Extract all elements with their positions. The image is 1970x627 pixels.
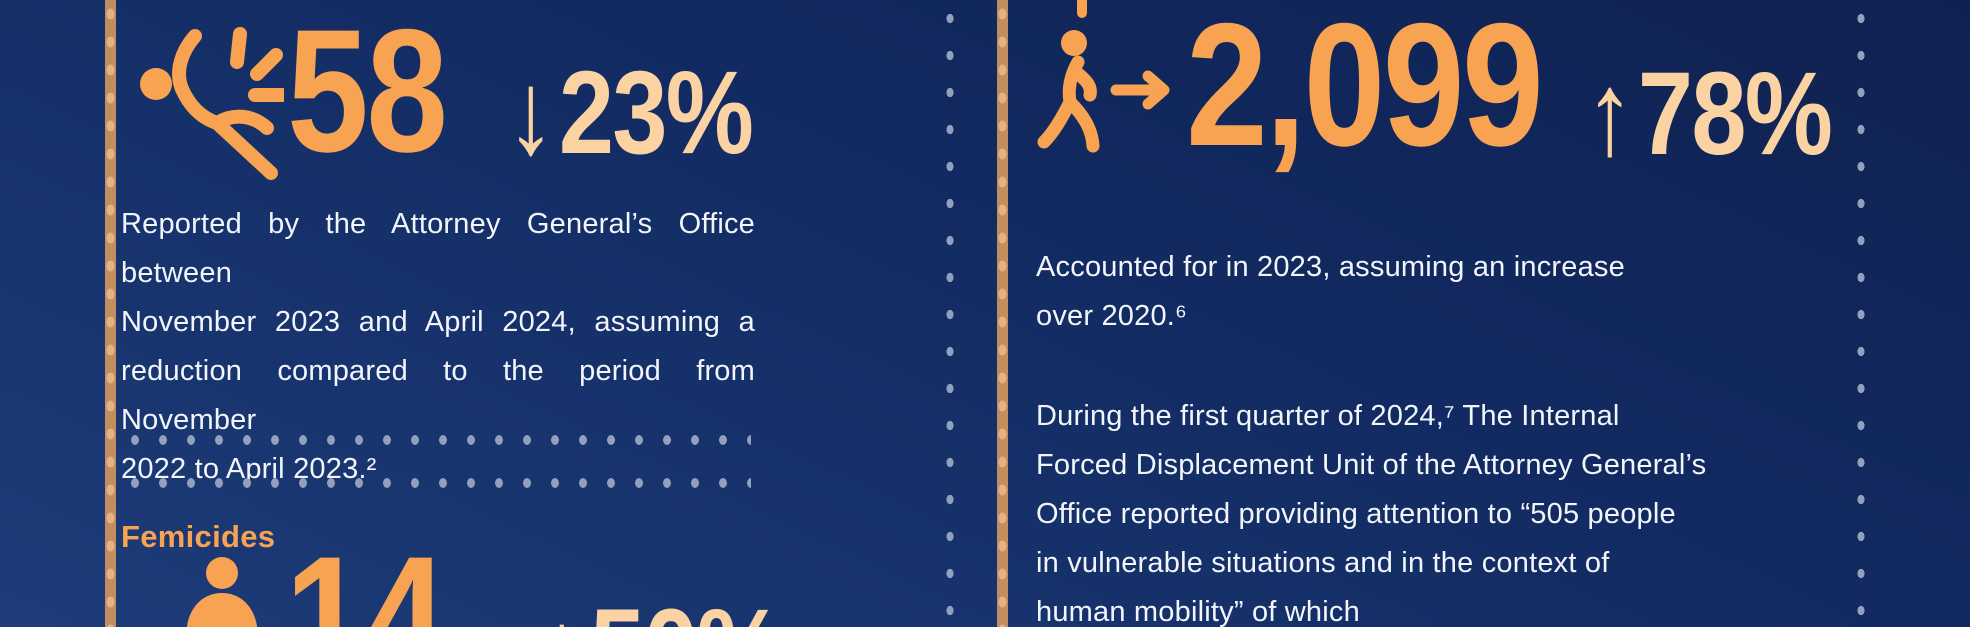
paragraph-line: Reported by the Attorney General’s Offic…	[121, 208, 755, 289]
paragraph-line: in vulnerable situations and in the cont…	[1036, 547, 1610, 579]
paragraph-line: Forced Displacement Unit of the Attorney…	[1036, 449, 1707, 481]
female-person-icon	[186, 557, 258, 627]
horizontal-dots-row-2	[121, 477, 751, 489]
paragraph-line: human mobility” of which	[1036, 596, 1360, 627]
stat-change-78-value: 78%	[1637, 48, 1833, 180]
stat-value-14: 14	[285, 521, 446, 627]
stat-change-50-value: 50%	[590, 585, 785, 627]
dotted-line-right	[1856, 0, 1866, 627]
stat-value-2099: 2,099	[1186, 0, 1544, 183]
rope-divider-middle	[997, 0, 1008, 627]
right-paragraph-1: Accounted for in 2023, assuming an incre…	[1036, 243, 1856, 341]
paragraph-line: November 2023 and April 2024, assuming a	[121, 306, 755, 338]
paragraph-line: During the first quarter of 2024,⁷ The I…	[1036, 400, 1620, 432]
falling-person-icon	[140, 27, 284, 180]
right-paragraph-2: During the first quarter of 2024,⁷ The I…	[1036, 392, 1866, 627]
dotted-line-middle	[945, 0, 955, 627]
paragraph-line: over 2020.⁶	[1036, 300, 1188, 332]
paragraph-line: reduction compared to the period from No…	[121, 355, 755, 436]
paragraph-line: Accounted for in 2023, assuming an incre…	[1036, 251, 1625, 283]
stat-change-23: ↓23%	[506, 54, 754, 172]
down-arrow-icon: ↓	[506, 47, 556, 179]
femicides-heading: Femicides	[121, 519, 276, 554]
up-arrow-icon: ↑	[1585, 48, 1635, 180]
horizontal-dots-row-1	[121, 434, 751, 446]
rope-divider-left	[105, 0, 116, 627]
paragraph-line: Office reported providing attention to “…	[1036, 498, 1676, 530]
stat-change-78: ↑78%	[1585, 55, 1833, 173]
cropped-heading-descender	[1077, 0, 1087, 18]
stat-value-58: 58	[287, 0, 448, 189]
stat-change-50: ↓50%	[537, 592, 785, 627]
stat-change-23-value: 23%	[558, 47, 754, 179]
walking-person-arrow-icon	[1037, 30, 1170, 153]
left-paragraph: Reported by the Attorney General’s Offic…	[121, 200, 755, 494]
down-arrow-icon: ↓	[537, 585, 587, 627]
